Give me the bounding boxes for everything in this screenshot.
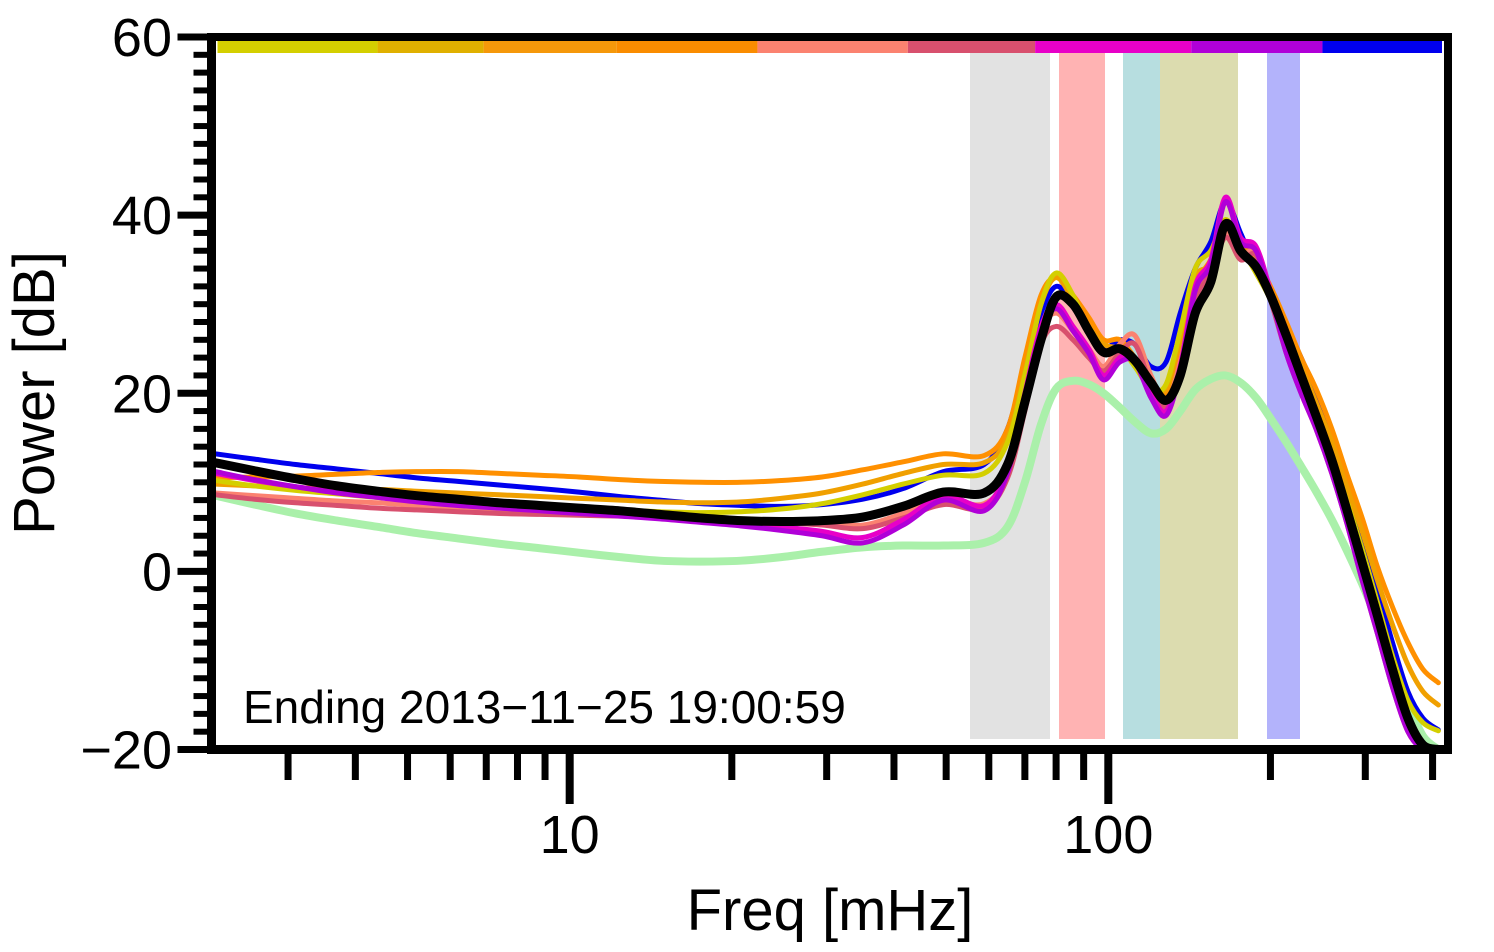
x-minor-tick	[1266, 754, 1274, 780]
y-minor-tick	[193, 479, 216, 486]
axis-bottom-spine	[215, 745, 1452, 754]
colorbar-segment-8	[1322, 41, 1442, 53]
y-minor-tick	[193, 550, 216, 557]
y-minor-tick	[193, 354, 216, 361]
data-curves-group	[215, 194, 1443, 750]
x-minor-tick	[942, 754, 950, 780]
y-tick-labels: −20 0 20 40 60	[80, 8, 172, 781]
x-minor-tick	[351, 754, 359, 780]
colorbar-segment-0	[217, 41, 378, 53]
y-axis-label: Power [dB]	[2, 251, 67, 535]
y-minor-tick	[193, 408, 216, 415]
y-minor-tick	[193, 140, 216, 147]
y-minor-tick	[193, 372, 216, 379]
band-lavender	[1267, 52, 1300, 739]
y-tick-label-0: 0	[142, 542, 172, 602]
y-minor-tick	[193, 158, 216, 165]
y-major-tick	[177, 33, 216, 41]
x-minor-tick	[541, 754, 549, 780]
y-minor-tick	[193, 301, 216, 308]
top-colorbar	[217, 41, 1442, 53]
y-minor-tick	[193, 604, 216, 610]
y-tick-label--20: −20	[80, 721, 172, 781]
axis-ticks-group	[177, 33, 1437, 804]
annotation-text: Ending 2013−11−25 19:00:59	[243, 681, 846, 733]
colorbar-segment-2	[483, 41, 617, 53]
y-tick-label-40: 40	[112, 186, 172, 246]
y-minor-tick	[193, 675, 216, 682]
y-minor-tick	[193, 425, 216, 432]
y-minor-tick	[193, 283, 216, 290]
y-minor-tick	[193, 497, 216, 504]
y-minor-tick	[193, 443, 216, 450]
band-gray	[970, 52, 1050, 739]
y-minor-tick	[193, 87, 216, 94]
y-tick-label-60: 60	[112, 8, 172, 68]
x-major-tick	[565, 754, 574, 804]
y-minor-tick	[193, 319, 216, 325]
x-minor-tick	[890, 754, 898, 780]
y-major-tick	[177, 567, 216, 575]
x-minor-tick	[1361, 754, 1369, 780]
y-minor-tick	[193, 194, 216, 201]
axis-right-spine	[1444, 33, 1452, 753]
x-axis-label: Freq [mHz]	[687, 878, 974, 943]
y-minor-tick	[193, 229, 216, 236]
axis-top-spine	[215, 33, 1452, 41]
y-minor-tick	[193, 51, 216, 58]
y-minor-tick	[193, 621, 216, 628]
colorbar-segment-3	[616, 41, 758, 53]
y-minor-tick	[193, 710, 216, 717]
y-major-tick	[177, 389, 216, 397]
x-minor-tick	[404, 754, 412, 780]
y-major-tick	[177, 211, 216, 219]
y-minor-tick	[193, 336, 216, 343]
band-pink	[1059, 52, 1105, 739]
y-minor-tick	[193, 586, 216, 593]
x-minor-tick	[482, 754, 490, 780]
y-minor-tick	[193, 123, 216, 130]
x-minor-tick	[284, 754, 292, 780]
y-minor-tick	[193, 176, 216, 183]
colorbar-segment-1	[377, 41, 484, 53]
y-minor-tick	[193, 514, 216, 521]
colorbar-segment-4	[757, 41, 908, 53]
x-tick-label-100: 100	[1063, 805, 1153, 865]
y-minor-tick	[193, 693, 216, 700]
x-tick-labels: 10 100	[540, 805, 1154, 865]
x-minor-tick	[823, 754, 831, 780]
y-minor-tick	[193, 265, 216, 272]
x-minor-tick	[1080, 754, 1088, 780]
series-curve-palegreen	[215, 371, 1443, 750]
x-minor-tick	[985, 754, 993, 780]
y-minor-tick	[193, 639, 216, 646]
x-minor-tick	[446, 754, 454, 780]
y-minor-tick	[193, 69, 216, 76]
colorbar-segment-6	[1035, 41, 1192, 53]
y-tick-label-20: 20	[112, 364, 172, 424]
x-minor-tick	[513, 754, 521, 780]
colorbar-segment-7	[1191, 41, 1323, 53]
x-minor-tick	[1052, 754, 1060, 780]
x-minor-tick	[728, 754, 736, 780]
x-tick-label-10: 10	[540, 805, 600, 865]
y-minor-tick	[193, 247, 216, 254]
y-minor-tick	[193, 532, 216, 539]
x-minor-tick	[1021, 754, 1029, 780]
y-minor-tick	[193, 105, 216, 112]
y-minor-tick	[193, 728, 216, 735]
y-minor-tick	[193, 461, 216, 468]
y-minor-tick	[193, 657, 216, 664]
colorbar-segment-5	[907, 41, 1036, 53]
y-major-tick	[177, 746, 216, 753]
x-major-tick	[1104, 754, 1113, 804]
series-curve-violet	[215, 199, 1441, 750]
series-average	[215, 218, 1443, 750]
x-minor-tick	[1429, 754, 1437, 780]
